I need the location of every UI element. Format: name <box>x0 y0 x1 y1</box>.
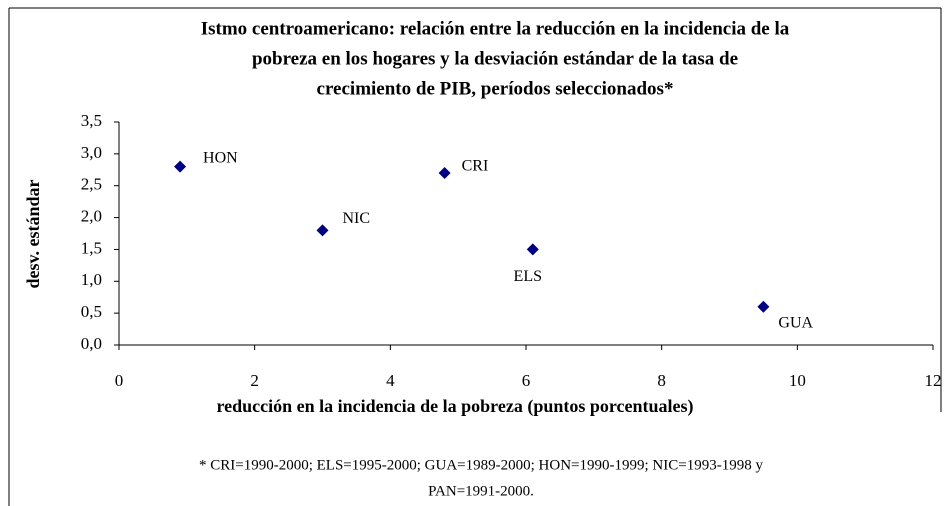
point <box>526 243 539 256</box>
point-label: ELS <box>514 268 542 285</box>
point-label: CRI <box>462 158 489 175</box>
y-tick-label: 0,5 <box>81 302 102 321</box>
chart-title: Istmo centroamericano: relación entre la… <box>201 18 790 39</box>
footnote: * CRI=1990-2000; ELS=1995-2000; GUA=1989… <box>199 457 763 473</box>
point-label: NIC <box>343 210 371 227</box>
x-tick-label: 6 <box>522 371 531 390</box>
point <box>174 160 187 173</box>
footnote: PAN=1991-2000. <box>428 483 534 499</box>
x-tick-label: 10 <box>789 371 806 390</box>
y-tick-label: 1,0 <box>81 270 102 289</box>
x-tick-label: 2 <box>250 371 259 390</box>
chart-title: crecimiento de PIB, períodos seleccionad… <box>317 78 674 99</box>
x-axis-title: reducción en la incidencia de la pobreza… <box>216 396 693 417</box>
x-tick-label: 4 <box>386 371 395 390</box>
y-tick-label: 2,0 <box>81 206 102 225</box>
point-label: GUA <box>778 314 813 331</box>
chart-title: pobreza en los hogares y la desviación e… <box>252 48 738 69</box>
x-tick-label: 12 <box>925 371 942 390</box>
x-tick-label: 0 <box>115 371 124 390</box>
point <box>316 224 329 237</box>
point <box>438 166 451 179</box>
point-label: HON <box>203 149 238 166</box>
y-axis-title: desv. estándar <box>23 179 43 288</box>
y-tick-label: 0,0 <box>81 334 102 353</box>
y-tick-label: 3,0 <box>81 143 102 162</box>
y-tick-label: 1,5 <box>81 238 102 257</box>
y-tick-label: 2,5 <box>81 175 102 194</box>
x-tick-label: 8 <box>657 371 666 390</box>
point <box>757 300 770 313</box>
y-tick-label: 3,5 <box>81 111 102 130</box>
